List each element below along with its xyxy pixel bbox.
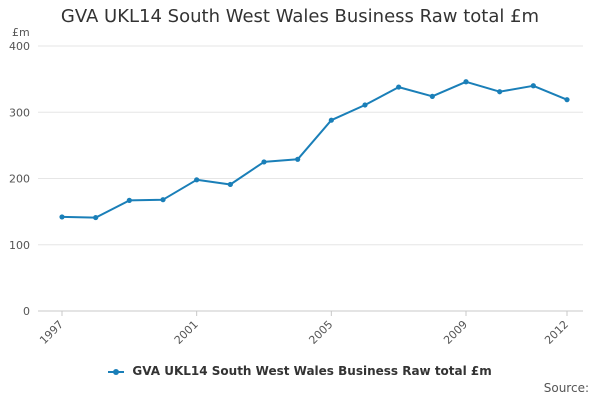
legend[interactable]: GVA UKL14 South West Wales Business Raw … xyxy=(0,364,600,378)
y-axis-label: £m xyxy=(12,26,30,39)
x-tick-label: 1997 xyxy=(37,318,66,347)
source-label: Source: xyxy=(543,381,589,395)
y-tick-label: 100 xyxy=(9,239,30,252)
data-point xyxy=(261,159,267,165)
data-point xyxy=(497,89,503,95)
data-point xyxy=(126,197,132,203)
x-tick-label: 2012 xyxy=(542,318,571,347)
data-point xyxy=(396,84,402,90)
data-point xyxy=(463,79,469,85)
data-point xyxy=(59,214,65,220)
data-point xyxy=(362,102,368,108)
data-point xyxy=(530,83,536,89)
x-tick-label: 2009 xyxy=(441,318,470,347)
data-point xyxy=(194,177,200,183)
x-tick-label: 2005 xyxy=(306,318,335,347)
axes: 0 100 200 300 400£m 1997 2001 2005 2009 2012 xyxy=(9,26,571,347)
data-point xyxy=(93,214,99,221)
data-point xyxy=(160,197,166,203)
data-point xyxy=(328,117,334,123)
legend-marker-icon xyxy=(108,367,125,377)
data-point xyxy=(227,181,233,188)
legend-label: GVA UKL14 South West Wales Business Raw … xyxy=(132,364,492,378)
data-point xyxy=(564,97,570,103)
chart-title: GVA UKL14 South West Wales Business Raw … xyxy=(60,6,540,27)
y-tick-label: 400 xyxy=(9,40,30,53)
series-line xyxy=(61,80,568,219)
y-tick-label: 300 xyxy=(9,106,30,119)
x-tick-label: 2001 xyxy=(172,318,201,347)
data-point xyxy=(295,156,301,162)
gridlines xyxy=(38,45,583,312)
series xyxy=(59,79,570,221)
y-tick-label: 200 xyxy=(9,173,30,186)
y-tick-label: 0 xyxy=(23,305,30,318)
data-point xyxy=(429,93,435,99)
